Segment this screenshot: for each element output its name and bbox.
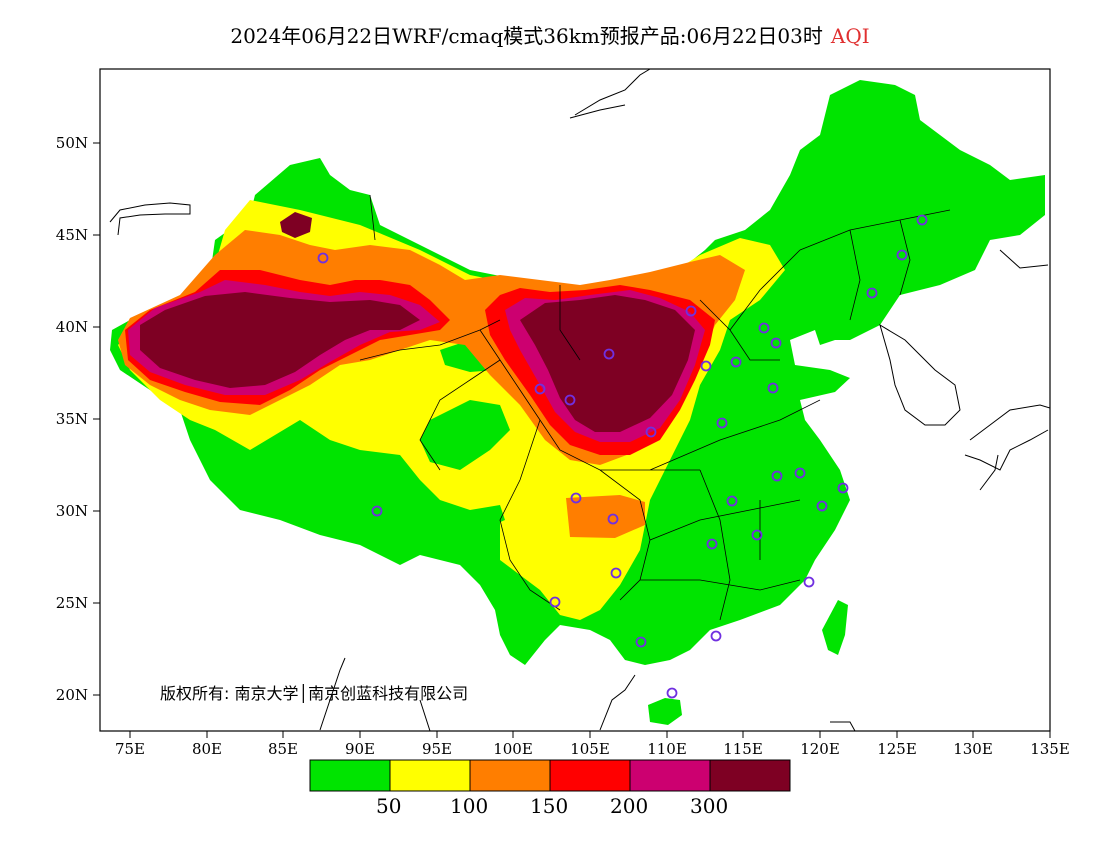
station-marker: [896, 249, 908, 261]
lat-label: 40N: [56, 318, 88, 336]
coastline-japan: [964, 249, 1050, 491]
station-marker: [700, 360, 712, 372]
legend-label: 200: [610, 794, 649, 818]
lon-label: 90E: [345, 740, 375, 758]
region-maroon-taklimakan: [140, 292, 420, 388]
station-marker: [610, 567, 622, 579]
lat-label: 50N: [56, 134, 88, 152]
title-main: 2024年06月22日WRF/cmaq模式36km预报产品:06月22日03时: [230, 24, 823, 48]
lat-label: 25N: [56, 594, 88, 612]
station-marker: [549, 596, 561, 608]
station-marker: [771, 470, 783, 482]
legend-swatch-maroon: [709, 759, 791, 792]
legend-swatch-red: [549, 759, 631, 792]
lat-label: 30N: [56, 502, 88, 520]
station-markers: [317, 214, 928, 699]
station-marker: [716, 417, 728, 429]
station-marker: [803, 576, 815, 588]
longitude-axis: [129, 731, 1051, 738]
station-marker: [534, 383, 546, 395]
lon-label: 135E: [1030, 740, 1070, 758]
station-marker: [607, 513, 619, 525]
station-marker: [837, 482, 849, 494]
coastline-sakhalin: [569, 69, 651, 119]
station-marker: [645, 426, 657, 438]
station-marker: [758, 322, 770, 334]
station-marker: [685, 305, 697, 317]
station-marker: [730, 356, 742, 368]
station-marker: [916, 214, 928, 226]
lon-label: 130E: [953, 740, 993, 758]
lat-label: 20N: [56, 686, 88, 704]
legend-swatch-green: [309, 759, 391, 792]
region-green-tibet-east: [420, 400, 510, 470]
map-frame: [99, 68, 1051, 732]
station-marker: [710, 630, 722, 642]
region-green-tibet: [205, 420, 505, 545]
legend-colorbar: [309, 759, 791, 792]
station-marker: [866, 287, 878, 299]
station-marker: [706, 538, 718, 550]
island-hainan: [648, 698, 682, 725]
coastline-kazakh-lake: [109, 202, 191, 236]
latitude-axis: [93, 142, 100, 696]
coastline-korea: [879, 323, 961, 426]
station-marker: [564, 394, 576, 406]
legend-swatch-orange: [469, 759, 551, 792]
legend-swatch-purple: [629, 759, 711, 792]
region-orange-sichuan: [566, 495, 645, 538]
legend-swatch-yellow: [389, 759, 471, 792]
lon-label: 75E: [115, 740, 145, 758]
region-maroon-junggar: [280, 212, 312, 238]
lon-label: 80E: [192, 740, 222, 758]
map-field: [109, 69, 1050, 731]
legend-label: 50: [376, 794, 402, 818]
station-marker: [767, 382, 779, 394]
island-taiwan: [822, 600, 848, 655]
lon-label: 125E: [877, 740, 917, 758]
legend-label: 150: [530, 794, 569, 818]
station-marker: [570, 492, 582, 504]
lon-label: 120E: [800, 740, 840, 758]
lon-label: 105E: [570, 740, 610, 758]
lat-label: 35N: [56, 410, 88, 428]
station-marker: [770, 337, 782, 349]
station-marker: [794, 467, 806, 479]
lat-label: 45N: [56, 226, 88, 244]
title-variable: AQI: [830, 24, 870, 48]
station-marker: [751, 529, 763, 541]
station-marker: [317, 252, 329, 264]
station-marker: [371, 505, 383, 517]
lon-label: 100E: [493, 740, 533, 758]
map-title: 2024年06月22日WRF/cmaq模式36km预报产品:06月22日03时 A…: [0, 20, 1100, 49]
lon-label: 110E: [647, 740, 687, 758]
station-marker: [635, 636, 647, 648]
station-marker: [726, 495, 738, 507]
lon-label: 115E: [723, 740, 763, 758]
legend-label: 100: [450, 794, 489, 818]
station-marker: [603, 348, 615, 360]
lon-label: 95E: [422, 740, 452, 758]
station-marker: [816, 500, 828, 512]
legend-label: 300: [690, 794, 729, 818]
province-borders: [359, 194, 951, 621]
coastline-vietnam: [319, 657, 856, 731]
station-marker: [666, 687, 678, 699]
lon-label: 85E: [268, 740, 298, 758]
region-maroon-loess: [520, 295, 695, 432]
copyright-text: 版权所有: 南京大学│南京创蓝科技有限公司: [160, 684, 469, 703]
